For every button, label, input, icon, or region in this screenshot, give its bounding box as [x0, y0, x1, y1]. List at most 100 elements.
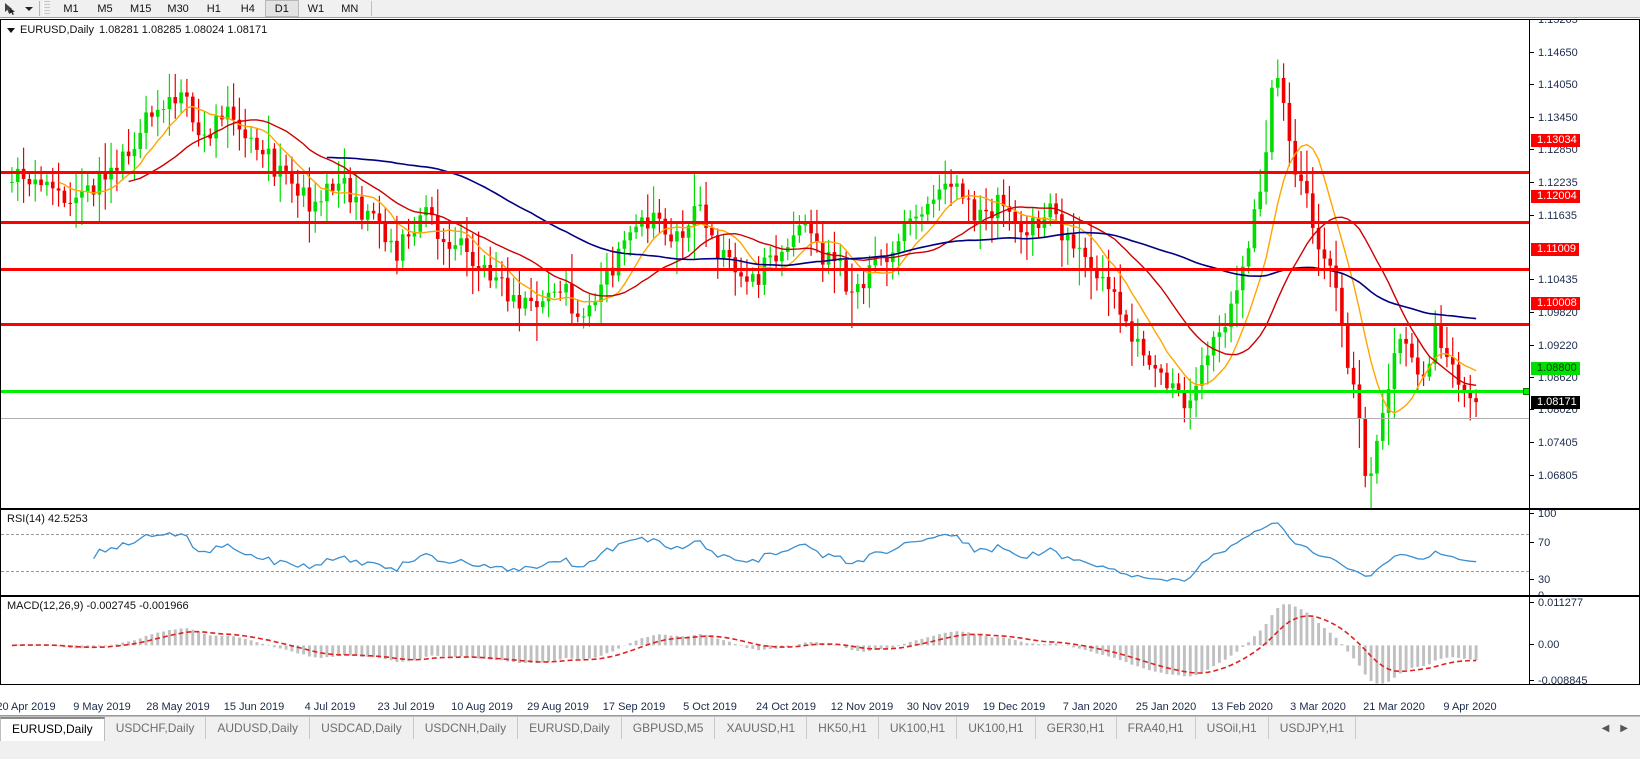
tab-scroll-controls: ◀ ▶ — [1590, 717, 1640, 739]
price-tick: 1.14650 — [1530, 47, 1639, 59]
chart-tab-usdjpy-h1[interactable]: USDJPY,H1 — [1269, 717, 1357, 739]
macd-tick: 0.011277 — [1530, 597, 1639, 609]
timeframe-button-m15[interactable]: M15 — [130, 2, 152, 15]
time-axis-label: 12 Nov 2019 — [830, 701, 894, 713]
timeframe-button-h4[interactable]: H4 — [240, 2, 255, 15]
price-level-badge-1.12004[interactable]: 1.12004 — [1531, 189, 1580, 203]
chart-tabs-bar: EURUSD,Daily USDCHF,Daily AUDUSD,Daily USDC… — [0, 716, 1640, 759]
toolbar-divider-right — [370, 1, 372, 16]
chart-tab-uk100-h1[interactable]: UK100,H1 — [879, 717, 958, 739]
time-axis-label: 21 Mar 2020 — [1363, 701, 1425, 713]
time-axis-label: 4 Jul 2019 — [304, 701, 356, 713]
chart-title-bar: EURUSD,Daily 1.08281 1.08285 1.08024 1.0… — [7, 24, 267, 36]
rsi-tick: 100 — [1530, 510, 1639, 520]
price-tick: 1.09220 — [1530, 340, 1639, 352]
price-level-badge-1.08800[interactable]: 1.08800 — [1531, 362, 1580, 376]
chart-tab-ger30-h1[interactable]: GER30,H1 — [1036, 717, 1117, 739]
rsi-plot[interactable] — [1, 510, 1529, 595]
chart-tab-eurusd-daily[interactable]: EURUSD,Daily — [0, 717, 105, 741]
chart-tab-hk50-h1[interactable]: HK50,H1 — [807, 717, 879, 739]
support-line-anchor[interactable] — [1523, 388, 1529, 395]
chart-tab-gbpusd-m5[interactable]: GBPUSD,M5 — [622, 717, 716, 739]
tab-scroll-left-icon[interactable]: ◀ — [1601, 722, 1610, 734]
time-axis-label: 15 Jun 2019 — [223, 701, 285, 713]
price-tick: 1.13450 — [1530, 112, 1639, 124]
price-plot[interactable] — [1, 20, 1529, 508]
current-price-line — [1, 418, 1529, 419]
macd-tick: -0.008845 — [1530, 675, 1639, 684]
resistance-line-3[interactable] — [1, 268, 1529, 271]
price-tick: 1.10435 — [1530, 274, 1639, 286]
timeframe-button-m1[interactable]: M1 — [63, 2, 79, 15]
time-axis[interactable]: 20 Apr 2019 9 May 2019 28 May 2019 15 Jun 2… — [0, 700, 1640, 716]
chart-tab-usdchf-daily[interactable]: USDCHF,Daily — [105, 717, 207, 739]
macd-scale: 0.011277 0.00 -0.008845 — [1529, 597, 1639, 684]
chart-menu-caret-icon[interactable] — [7, 27, 15, 33]
rsi-level-30 — [1, 571, 1529, 572]
resistance-line-1[interactable] — [1, 171, 1529, 174]
time-axis-label: 13 Feb 2020 — [1211, 701, 1273, 713]
price-tick: 1.09820 — [1530, 307, 1639, 319]
time-axis-label: 5 Oct 2019 — [683, 701, 737, 713]
timeframe-button-m30[interactable]: M30 — [167, 2, 189, 15]
time-axis-label: 23 Jul 2019 — [377, 701, 435, 713]
rsi-scale: 100 70 30 0 — [1529, 510, 1639, 595]
price-tick: 1.07405 — [1530, 437, 1639, 449]
timeframe-button-d1[interactable]: D1 — [264, 0, 299, 17]
time-axis-label: 9 May 2019 — [73, 701, 131, 713]
current-price-badge: 1.08171 — [1531, 396, 1580, 410]
macd-histogram-series — [11, 604, 1478, 684]
time-axis-label: 29 Aug 2019 — [527, 701, 589, 713]
support-line-1[interactable] — [1, 388, 1529, 395]
tab-scroll-right-icon[interactable]: ▶ — [1620, 722, 1628, 734]
chevron-down-icon — [25, 6, 33, 11]
price-tick: 1.15265 — [1530, 20, 1639, 26]
toolbar-divider — [39, 1, 40, 16]
toolbar-grip-handle[interactable] — [43, 1, 50, 16]
price-level-badge-1.11009[interactable]: 1.11009 — [1531, 243, 1579, 257]
chart-tab-fra40-h1[interactable]: FRA40,H1 — [1117, 717, 1196, 739]
rsi-pane[interactable]: RSI(14) 42.5253 100 70 30 0 — [0, 509, 1640, 596]
chart-area: EURUSD,Daily 1.08281 1.08285 1.08024 1.0… — [0, 19, 1640, 700]
resistance-line-2[interactable] — [1, 221, 1529, 224]
chart-tab-usdcnh-daily[interactable]: USDCNH,Daily — [414, 717, 519, 739]
time-axis-label: 9 Apr 2020 — [1443, 701, 1497, 713]
macd-plot[interactable] — [1, 597, 1529, 684]
chart-symbol-label: EURUSD,Daily — [20, 24, 94, 36]
price-level-badge-1.13034[interactable]: 1.13034 — [1531, 134, 1580, 148]
chart-tab-xauusd-h1[interactable]: XAUUSD,H1 — [715, 717, 808, 739]
timeframe-button-group: M1 M5 M15 M30 H1 H4 D1 W1 MN — [54, 0, 367, 17]
chart-tab-usoil-h1[interactable]: USOil,H1 — [1196, 717, 1269, 739]
chart-tab-usdcad-daily[interactable]: USDCAD,Daily — [310, 717, 414, 739]
macd-tick: 0.00 — [1530, 639, 1639, 651]
resistance-line-4[interactable] — [1, 323, 1529, 326]
time-axis-label: 10 Aug 2019 — [451, 701, 513, 713]
time-axis-label: 19 Dec 2019 — [982, 701, 1046, 713]
time-axis-label: 17 Sep 2019 — [602, 701, 666, 713]
chart-tab-audusd-daily[interactable]: AUDUSD,Daily — [206, 717, 311, 739]
timeframe-button-mn[interactable]: MN — [341, 2, 359, 15]
price-tick: 1.12235 — [1530, 177, 1639, 189]
chart-tab-uk100-h1[interactable]: UK100,H1 — [957, 717, 1036, 739]
rsi-tick: 70 — [1530, 537, 1639, 549]
price-level-badge-1.10008[interactable]: 1.10008 — [1531, 297, 1580, 311]
rsi-title: RSI(14) 42.5253 — [7, 513, 88, 525]
rsi-tick: 0 — [1530, 590, 1639, 595]
timeframe-button-m5[interactable]: M5 — [97, 2, 113, 15]
cursor-tool-dropdown[interactable] — [22, 1, 36, 17]
time-axis-label: 24 Oct 2019 — [756, 701, 816, 713]
timeframe-button-h1[interactable]: H1 — [206, 2, 221, 15]
crosshair-cursor-icon[interactable] — [0, 1, 22, 17]
chart-ohlc-values: 1.08281 1.08285 1.08024 1.08171 — [98, 24, 268, 36]
price-tick: 1.14050 — [1530, 79, 1639, 91]
timeframe-button-w1[interactable]: W1 — [307, 2, 325, 15]
chart-tab-eurusd-daily[interactable]: EURUSD,Daily — [518, 717, 622, 739]
price-scale[interactable]: 1.15265 1.14650 1.14050 1.13450 1.12850 1.122… — [1529, 20, 1639, 508]
time-axis-label: 30 Nov 2019 — [906, 701, 970, 713]
rsi-level-70 — [1, 534, 1529, 535]
top-toolbar: M1 M5 M15 M30 H1 H4 D1 W1 MN — [0, 0, 1640, 18]
macd-pane[interactable]: MACD(12,26,9) -0.002745 -0.001966 0.0112… — [0, 596, 1640, 685]
price-tick: 1.06805 — [1530, 470, 1639, 482]
price-pane[interactable]: EURUSD,Daily 1.08281 1.08285 1.08024 1.0… — [0, 19, 1640, 509]
